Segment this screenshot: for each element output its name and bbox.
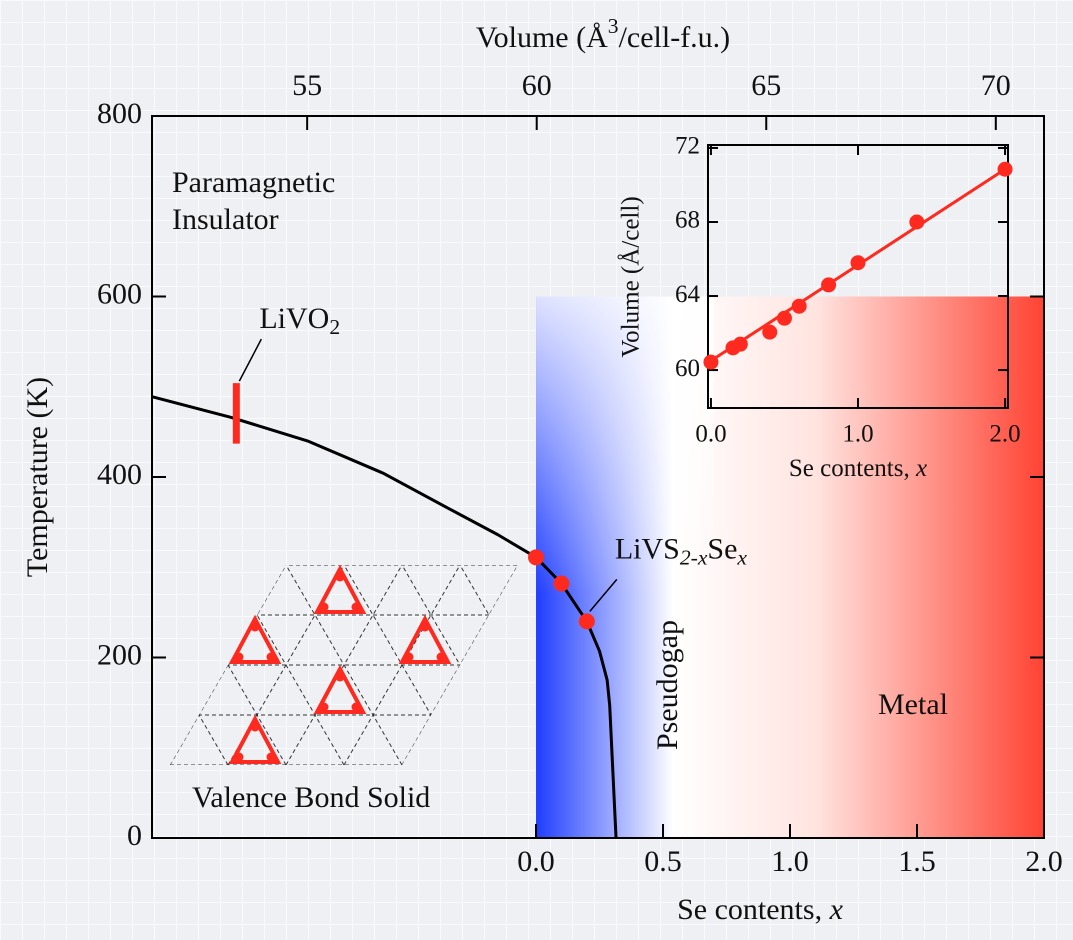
- inset-y-tick-label: 64: [675, 281, 701, 308]
- trimer-dot: [319, 702, 329, 712]
- trimer: [313, 564, 367, 614]
- trimer-dot: [351, 602, 361, 612]
- trimer-dot: [335, 672, 345, 682]
- inset-y-title: Volume (Å/cell): [618, 196, 645, 357]
- sample-point: [578, 613, 595, 630]
- trimer-dot: [234, 752, 244, 762]
- trimer-dot: [404, 652, 414, 662]
- y-tick-label: 400: [97, 458, 142, 491]
- trimer-dot: [420, 622, 430, 632]
- x-tick-label: 1.5: [898, 845, 936, 878]
- trimer-dot: [234, 652, 244, 662]
- trimer-dot: [266, 652, 276, 662]
- trimer-dot: [319, 602, 329, 612]
- inset-y-tick-label: 72: [675, 133, 700, 160]
- inset-point: [703, 354, 719, 370]
- lattice-line: [0, 565, 54, 765]
- x-tick-label: 0.5: [644, 845, 682, 878]
- x-tick-label: 2.0: [1025, 845, 1063, 878]
- sample-point: [528, 549, 545, 566]
- region-label: Insulator: [172, 203, 279, 236]
- samples-label-part: Se: [707, 532, 737, 565]
- leader: [589, 578, 618, 612]
- inset-x-title-part: x: [915, 455, 927, 482]
- trimer-dot: [250, 722, 260, 732]
- lattice-line: [459, 565, 518, 765]
- x2-axis-title-part: 3: [608, 14, 619, 38]
- trimer: [228, 714, 282, 764]
- inset-point: [776, 310, 792, 326]
- samples-label: LiVS2-xSex: [615, 532, 748, 569]
- y-tick-label: 0: [127, 819, 142, 852]
- inset-x-tick-label: 0.0: [695, 421, 726, 448]
- shading-fade: [536, 296, 714, 838]
- inset-y-tick-label: 60: [675, 355, 700, 382]
- x-axis-title: Se contents, x: [677, 893, 843, 926]
- x-tick-label: 0.0: [517, 845, 555, 878]
- lattice-line: [401, 565, 518, 765]
- region-label: Valence Bond Solid: [192, 781, 430, 814]
- y-tick-label: 600: [97, 277, 142, 310]
- x2-tick-label: 65: [751, 69, 781, 102]
- trimer-dot: [250, 622, 260, 632]
- trimer-dot: [266, 752, 276, 762]
- sample-point: [553, 575, 570, 592]
- x2-axis-title: Volume (Å3/cell-f.u.): [476, 14, 730, 54]
- trimer-dot: [351, 702, 361, 712]
- region-label: Paramagnetic: [172, 166, 335, 199]
- livo2-label: LiVO2: [259, 302, 340, 339]
- samples-label-part: x: [736, 545, 747, 569]
- y-tick-label: 800: [97, 97, 142, 130]
- inset-point: [997, 161, 1013, 177]
- x2-tick-label: 55: [292, 69, 322, 102]
- leader: [238, 338, 262, 382]
- inset-point: [762, 324, 778, 340]
- x-axis-title-part: x: [829, 893, 844, 926]
- trimer: [313, 664, 367, 714]
- inset-y-tick-label: 68: [675, 207, 700, 234]
- x2-tick-label: 60: [522, 69, 552, 102]
- lattice-line: [285, 565, 403, 765]
- x-tick-label: 1.0: [771, 845, 809, 878]
- inset-point: [850, 255, 866, 271]
- trimer-dot: [335, 572, 345, 582]
- trimer: [228, 614, 282, 664]
- lattice-line: [0, 565, 112, 765]
- lattice-line: [170, 565, 229, 765]
- inset-point: [732, 336, 748, 352]
- inset-point: [909, 214, 925, 230]
- inset-point: [821, 277, 837, 293]
- x2-tick-label: 70: [981, 69, 1011, 102]
- x2-axis-title-part: Volume (Å: [476, 21, 608, 54]
- livo2-label-part: LiVO: [259, 302, 329, 335]
- trimer-dot: [436, 652, 446, 662]
- samples-label-part: 2-x: [680, 545, 708, 569]
- inset-x-title-part: Se contents,: [789, 455, 916, 482]
- livo2-label-part: 2: [329, 315, 340, 339]
- lattice-line: [0, 565, 54, 765]
- inset-x-tick-label: 2.0: [989, 421, 1020, 448]
- x2-axis-title-part: /cell-f.u.): [619, 21, 731, 54]
- trimer: [398, 614, 452, 664]
- samples-label-part: LiVS: [615, 532, 680, 565]
- y-axis-title: Temperature (K): [21, 377, 54, 577]
- x-axis-title-part: Se contents,: [677, 893, 829, 926]
- inset-x-tick-label: 1.0: [842, 421, 873, 448]
- region-label: Metal: [878, 688, 948, 721]
- lattice-line: [0, 565, 112, 765]
- y-tick-label: 200: [97, 638, 142, 671]
- inset-x-title: Se contents, x: [789, 455, 927, 482]
- region-label: Pseudogap: [651, 620, 684, 750]
- inset-point: [791, 298, 807, 314]
